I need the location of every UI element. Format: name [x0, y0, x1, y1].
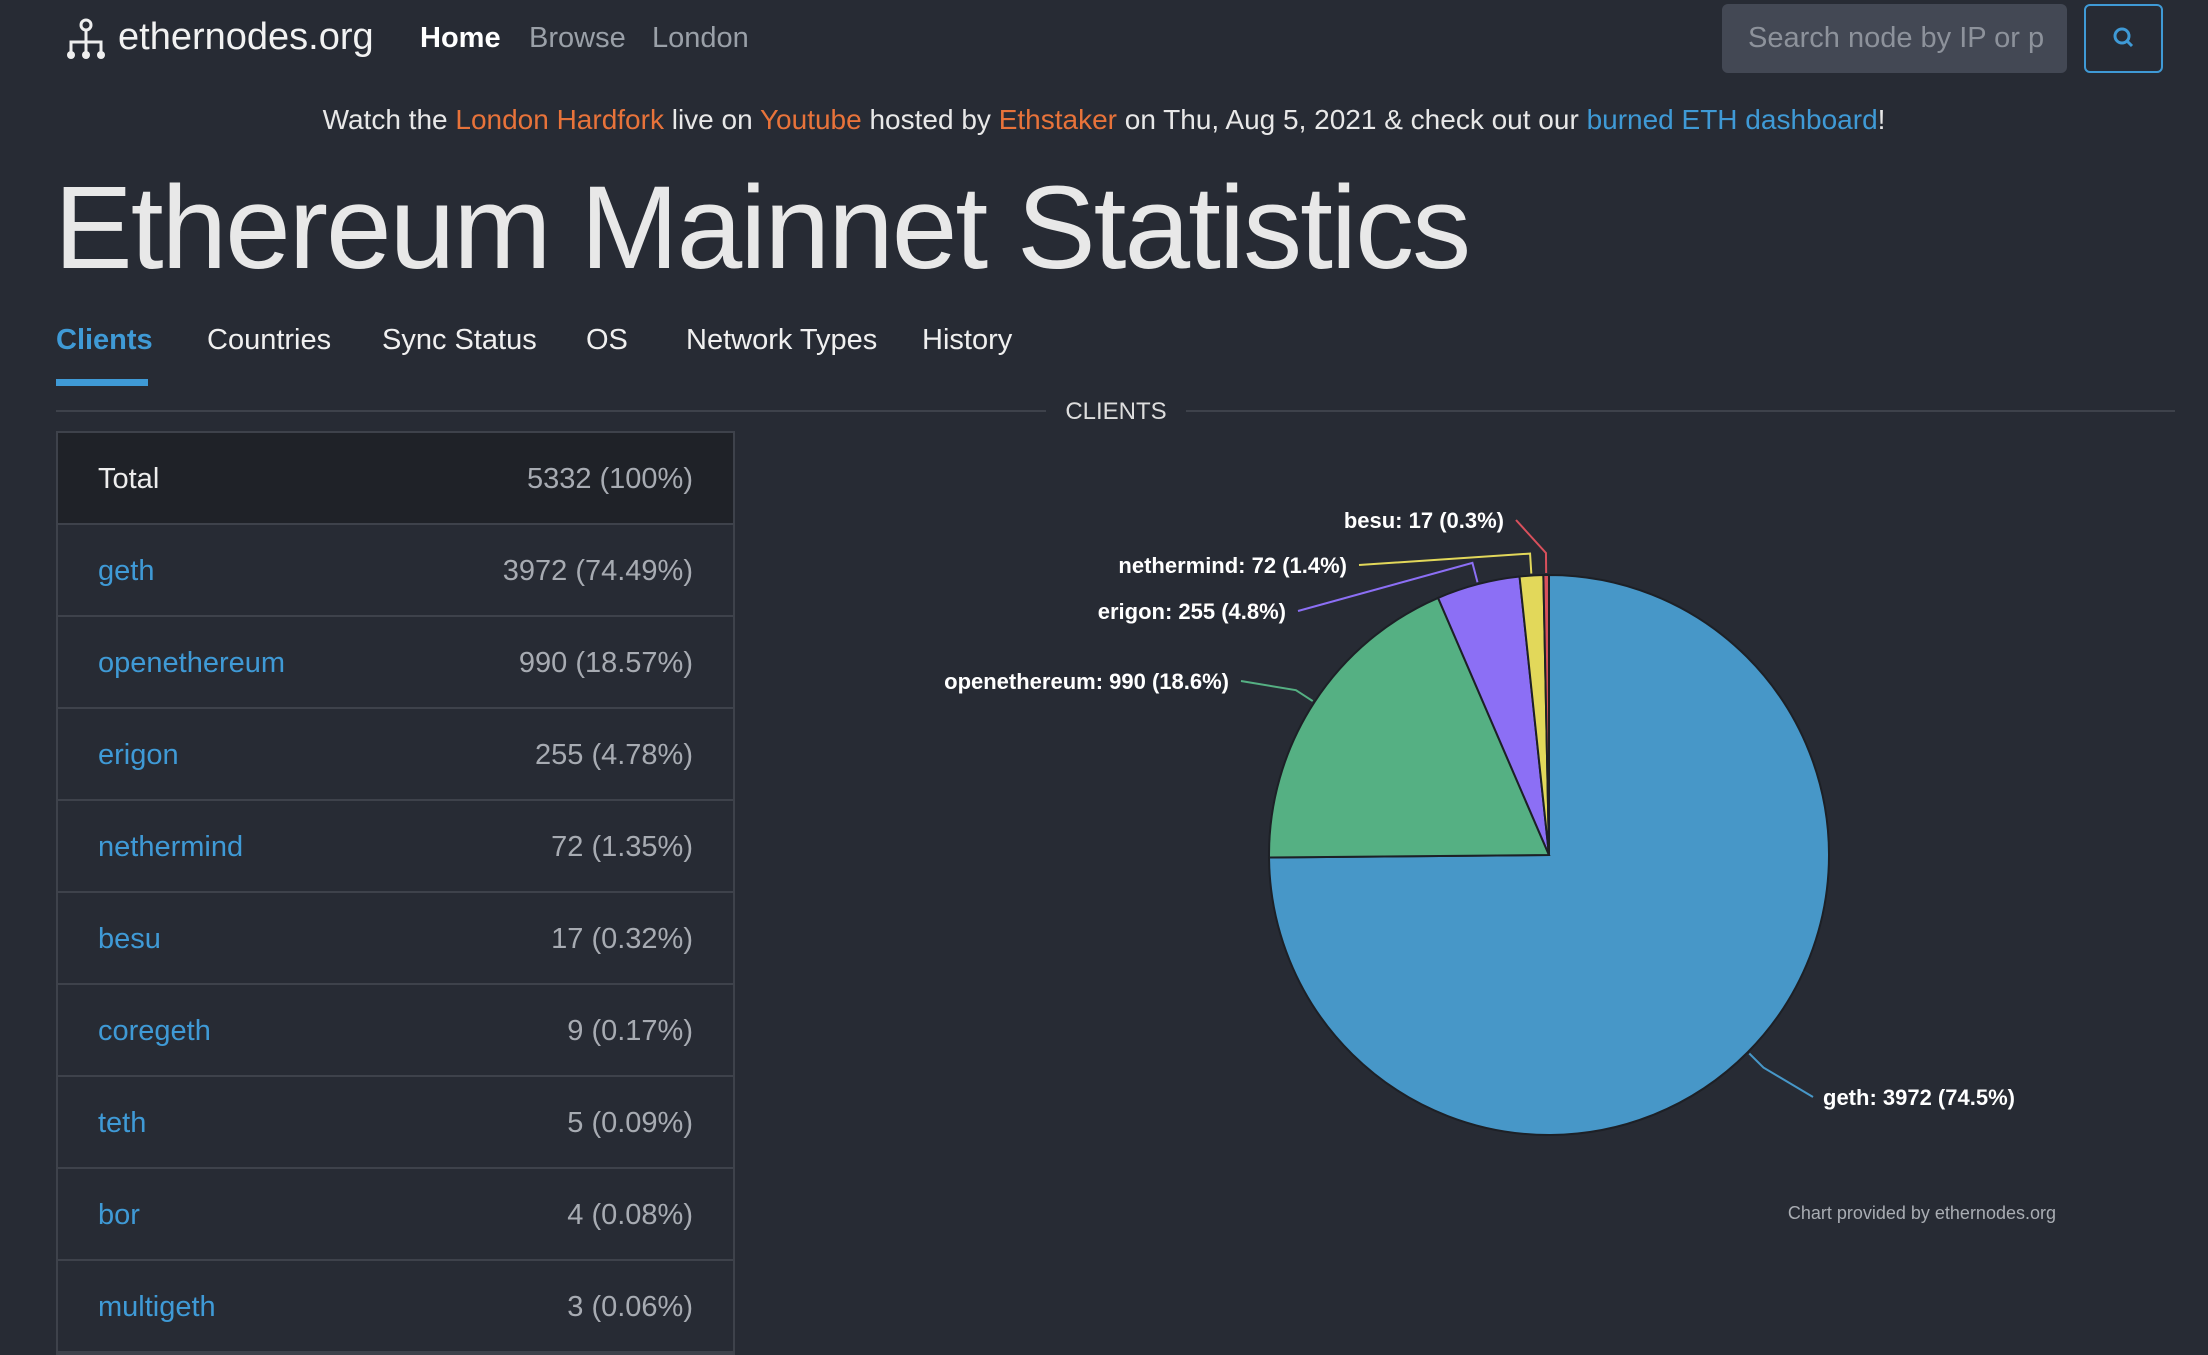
page: ethernodes.org Home Browse London Search… [0, 4, 2208, 1355]
tab[interactable]: Clients [56, 324, 153, 356]
table-row: Total 5332 (100%) [58, 433, 733, 525]
client-name[interactable]: geth [98, 555, 155, 587]
client-name[interactable]: coregeth [98, 1015, 211, 1047]
client-count: 5 (0.09%) [567, 1107, 693, 1139]
search-icon [2113, 27, 2134, 48]
divider [56, 410, 1046, 412]
table-row: openethereum 990 (18.57%) [58, 617, 733, 709]
nav-link[interactable]: Home [420, 22, 501, 54]
banner-link[interactable]: London Hardfork [455, 104, 664, 135]
table-row: coregeth 9 (0.17%) [58, 985, 733, 1077]
search-button[interactable] [2084, 4, 2163, 73]
client-name[interactable]: bor [98, 1199, 140, 1231]
banner-text: live on [663, 104, 760, 135]
client-count: 990 (18.57%) [518, 647, 693, 679]
banner-link[interactable]: burned ETH dashboard [1586, 104, 1878, 135]
client-count: 9 (0.17%) [567, 1015, 693, 1047]
chart-title: CLIENTS [1065, 398, 1167, 425]
leader-line [1515, 519, 1548, 574]
clients-table: Total 5332 (100%) geth 3972 (74.49%) openeth… [56, 431, 735, 1355]
leader-line [1748, 1052, 1814, 1098]
client-name[interactable]: besu [98, 923, 161, 955]
table-row: nethermind 72 (1.35%) [58, 801, 733, 893]
client-name[interactable]: teth [98, 1107, 147, 1139]
pie-slice [1542, 573, 1550, 856]
pie-slice [1267, 573, 1830, 1136]
banner-text: Watch the [322, 104, 456, 135]
client-count: 3972 (74.49%) [502, 555, 693, 587]
banner-text: hosted by [861, 104, 999, 135]
tab[interactable]: OS [586, 324, 628, 356]
table-row: multigeth 3 (0.06%) [58, 1261, 733, 1353]
table-row: geth 3972 (74.49%) [58, 525, 733, 617]
banner-link[interactable]: Youtube [759, 104, 862, 135]
leader-line [1358, 552, 1533, 574]
pie-label: openethereum: 990 (18.6%) [944, 669, 1229, 694]
page-title: Ethereum Mainnet Statistics [54, 162, 1471, 294]
pie-chart: geth: 3972 (74.5%) openethereum: 990 (18.… [944, 508, 2056, 1223]
pie-slice [1268, 596, 1551, 859]
table-row: besu 17 (0.32%) [58, 893, 733, 985]
pie-label: nethermind: 72 (1.4%) [1118, 553, 1347, 578]
brand[interactable]: ethernodes.org [118, 16, 374, 58]
banner: Watch the London Hardfork live on Youtub… [0, 104, 2208, 136]
client-count: 5332 (100%) [526, 463, 693, 495]
tab[interactable]: Network Types [686, 324, 878, 356]
client-count: 4 (0.08%) [567, 1199, 693, 1231]
table-row: erigon 255 (4.78%) [58, 709, 733, 801]
leader-line [1240, 680, 1314, 702]
banner-link[interactable]: Ethstaker [998, 104, 1117, 135]
table-row: teth 5 (0.09%) [58, 1077, 733, 1169]
client-name: Total [98, 463, 160, 495]
client-name[interactable]: erigon [98, 739, 179, 771]
tab[interactable]: History [922, 324, 1013, 356]
pie-label: geth: 3972 (74.5%) [1823, 1085, 2015, 1110]
chart-credit: Chart provided by ethernodes.org [1788, 1203, 2056, 1223]
client-count: 17 (0.32%) [551, 923, 693, 955]
client-count: 72 (1.35%) [551, 831, 693, 863]
pie-label: erigon: 255 (4.8%) [1098, 599, 1286, 624]
divider [1186, 410, 2175, 412]
nav-link[interactable]: Browse [529, 22, 626, 54]
logo-icon [67, 18, 105, 59]
tab[interactable]: Countries [207, 324, 332, 356]
banner-text: ! [1877, 104, 1886, 135]
client-name[interactable]: nethermind [98, 831, 244, 863]
tab[interactable]: Sync Status [382, 324, 537, 356]
leader-line [1297, 561, 1479, 612]
banner-text: on Thu, Aug 5, 2021 & check out our [1116, 104, 1587, 135]
pie-label: besu: 17 (0.3%) [1344, 508, 1504, 533]
client-count: 255 (4.78%) [535, 739, 693, 771]
search-input[interactable]: Search node by IP or p [1722, 4, 2067, 73]
table-row: bor 4 (0.08%) [58, 1169, 733, 1261]
client-name[interactable]: openethereum [98, 647, 286, 679]
nav-link[interactable]: London [652, 22, 749, 54]
tab-underline [56, 379, 148, 386]
